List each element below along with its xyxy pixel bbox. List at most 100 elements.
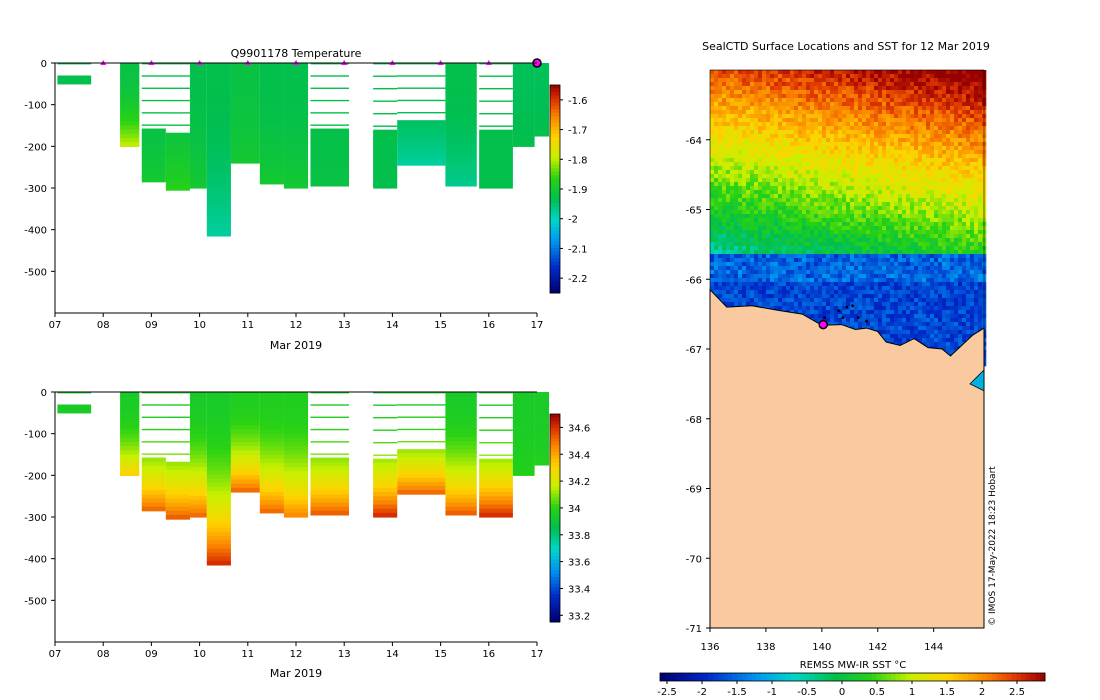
sst-cell: [762, 202, 767, 207]
sst-cell: [898, 170, 903, 175]
sst-cell: [746, 182, 751, 187]
sst-cell: [718, 194, 723, 199]
sst-cell: [878, 278, 883, 283]
sst-cell: [738, 70, 743, 75]
sst-cell: [922, 242, 927, 247]
sst-cell: [898, 90, 903, 95]
sst-cell: [942, 102, 947, 107]
sst-cell: [878, 174, 883, 179]
sst-cell: [710, 158, 715, 163]
profile-13: [479, 63, 513, 189]
sst-cell: [906, 286, 911, 291]
sst-cell: [950, 122, 955, 127]
colorbar-tick-label: -1.9: [568, 185, 588, 196]
sst-cell: [930, 122, 935, 127]
sst-cell: [750, 238, 755, 243]
sst-cell: [802, 126, 807, 131]
sst-cell: [950, 202, 955, 207]
sst-cell: [738, 86, 743, 91]
sst-cell: [870, 298, 875, 303]
profile-cell: [259, 425, 284, 431]
sst-cell: [790, 130, 795, 135]
sst-cell: [770, 134, 775, 139]
sst-cell: [722, 122, 727, 127]
sst-cell: [714, 158, 719, 163]
sst-cell: [774, 282, 779, 287]
sst-cell: [794, 134, 799, 139]
sst-cell: [858, 98, 863, 103]
profile-cell: [445, 95, 477, 101]
profile-cell: [141, 477, 166, 483]
sst-cell: [886, 158, 891, 163]
sst-cell: [734, 94, 739, 99]
profile-cell: [397, 124, 446, 129]
sst-cell: [926, 254, 931, 259]
sst-cell: [930, 150, 935, 155]
profile-cell: [397, 449, 446, 454]
sst-cell: [838, 226, 843, 231]
sst-cell: [850, 166, 855, 171]
colorbar-step: [550, 199, 560, 204]
sst-cell: [966, 162, 971, 167]
sst-cell: [922, 190, 927, 195]
profile-cell: [120, 412, 140, 418]
sst-cell: [858, 130, 863, 135]
sst-cell: [758, 266, 763, 271]
sst-cell: [858, 206, 863, 211]
sst-cell: [710, 82, 715, 87]
profile-cell: [206, 145, 231, 151]
sst-cell: [890, 210, 895, 215]
sst-cell: [874, 106, 879, 111]
sst-cell: [742, 182, 747, 187]
sst-cell: [954, 242, 959, 247]
sst-cell: [734, 146, 739, 151]
sst-cell: [746, 70, 751, 75]
sst-cell: [810, 202, 815, 207]
sst-cell: [890, 262, 895, 267]
sst-cell: [942, 146, 947, 151]
profile-cell: [189, 508, 207, 514]
x-tick-label: 15: [434, 649, 447, 660]
colorbar-step: [550, 116, 560, 121]
colorbar-step: [550, 472, 560, 477]
profile-cell: [512, 92, 535, 97]
colorbar-step: [550, 91, 560, 96]
sst-cell: [874, 170, 879, 175]
profile-cell: [445, 181, 477, 187]
sst-cell: [774, 146, 779, 151]
sst-cell: [906, 258, 911, 263]
sst-cell: [714, 258, 719, 263]
sst-cell: [798, 254, 803, 259]
sst-cell: [758, 98, 763, 103]
sst-cell: [894, 206, 899, 211]
sst-cell: [710, 262, 715, 267]
colorbar-step: [550, 570, 560, 574]
sst-cell: [742, 174, 747, 179]
sst-cell: [742, 222, 747, 227]
sst-cell: [750, 114, 755, 119]
sst-cell: [898, 122, 903, 127]
sst-cell: [778, 226, 783, 231]
sst-cell: [974, 130, 979, 135]
sst-cell: [898, 186, 903, 191]
sst-cell: [850, 242, 855, 247]
sst-cell: [726, 146, 731, 151]
sst-cell: [798, 82, 803, 87]
profile-cell: [259, 504, 284, 510]
profile-cell: [259, 150, 284, 156]
sst-cell: [794, 230, 799, 235]
sst-cell: [890, 162, 895, 167]
sst-cell: [882, 142, 887, 147]
colorbar-step: [550, 441, 560, 446]
sst-cell: [718, 198, 723, 203]
sst-cell: [754, 122, 759, 127]
sst-cell: [782, 186, 787, 191]
sst-cell: [926, 206, 931, 211]
sst-cell: [762, 262, 767, 267]
sst-cell: [782, 114, 787, 119]
sst-cell: [750, 170, 755, 175]
sst-cell: [734, 262, 739, 267]
colorbar-step: [550, 514, 560, 519]
sst-cell: [846, 254, 851, 259]
profile-cell: [445, 91, 477, 97]
